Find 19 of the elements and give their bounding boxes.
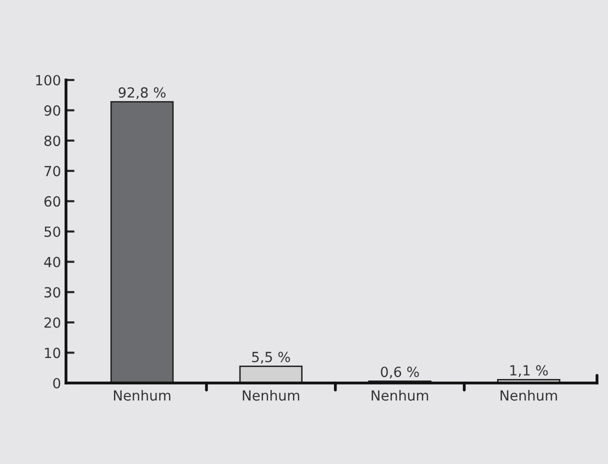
y-tick-label: 20 (44, 317, 60, 328)
y-tick-label: 90 (44, 105, 60, 116)
y-tick-label: 30 (44, 287, 60, 298)
x-tick-label: Nenhum (114, 390, 170, 401)
y-tick-label: 40 (44, 256, 60, 268)
y-tick-label: 0 (53, 378, 60, 388)
y-tick-label: 100 (36, 74, 60, 86)
y-tick-label: 60 (44, 196, 60, 207)
data-label: 92,8 % (118, 87, 166, 100)
x-tick-label: Nenhum (242, 390, 300, 401)
data-label: 1,1 % (510, 365, 548, 378)
x-tick-label: Nenhum (372, 390, 428, 401)
x-tick-label: Nenhum (500, 390, 557, 401)
y-tick-label: 70 (44, 166, 60, 176)
y-tick-label: 50 (44, 226, 60, 237)
y-tick-label: 80 (44, 136, 60, 146)
y-tick-label: 10 (44, 348, 60, 358)
data-label: 0,6 % (380, 366, 419, 379)
data-label: 5,5 % (252, 352, 290, 364)
